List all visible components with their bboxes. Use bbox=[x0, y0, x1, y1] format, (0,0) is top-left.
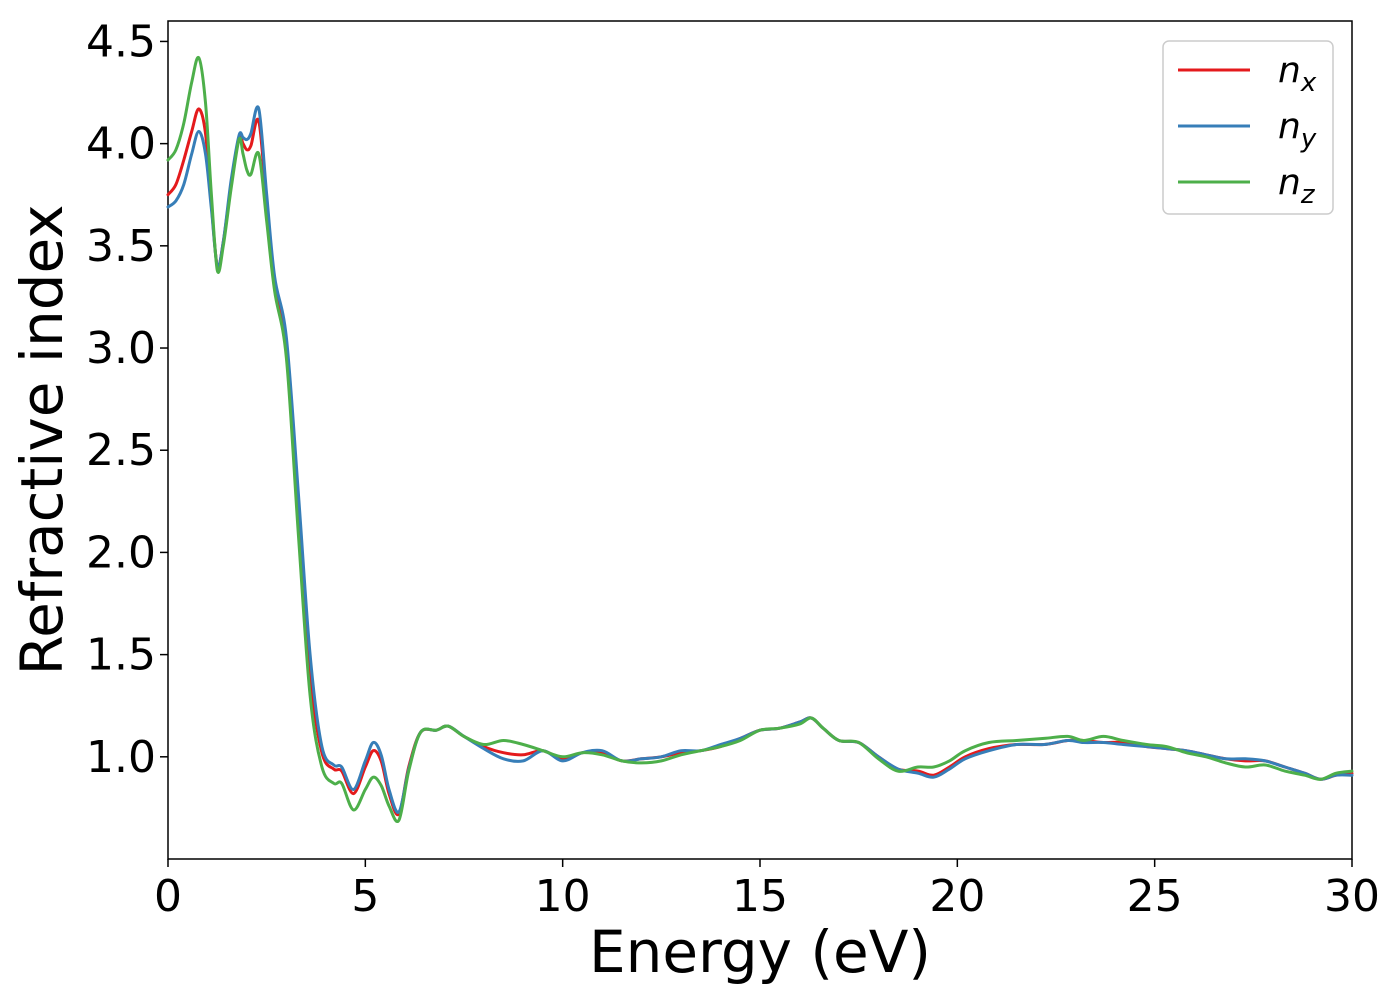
legend-label-base: n bbox=[1278, 50, 1301, 91]
legend-label-subscript: y bbox=[1300, 124, 1317, 154]
legend-label-subscript: x bbox=[1300, 68, 1317, 98]
y-axis-label: Refractive index bbox=[8, 204, 76, 675]
y-tick-label: 2.0 bbox=[86, 527, 156, 578]
legend-label-subscript: z bbox=[1300, 180, 1316, 210]
y-tick-label: 3.5 bbox=[86, 221, 156, 272]
y-tick-label: 4.0 bbox=[86, 119, 156, 170]
x-tick-label: 30 bbox=[1324, 871, 1380, 922]
legend-label-base: n bbox=[1278, 106, 1301, 147]
x-tick-label: 10 bbox=[535, 871, 591, 922]
legend-label-n-y: ny bbox=[1278, 106, 1317, 154]
y-tick-label: 1.5 bbox=[86, 630, 156, 681]
y-tick-label: 2.5 bbox=[86, 425, 156, 476]
y-axis-ticks: 1.0 1.5 2.0 2.5 3.0 3.5 4.0 4.5 bbox=[86, 16, 168, 783]
x-tick-label: 15 bbox=[732, 871, 788, 922]
x-tick-label: 20 bbox=[929, 871, 985, 922]
legend-label-base: n bbox=[1278, 162, 1301, 203]
legend-label-n-z: nz bbox=[1278, 162, 1316, 210]
y-tick-label: 4.5 bbox=[86, 16, 156, 67]
series-line-n-x bbox=[166, 107, 1354, 817]
y-tick-label: 1.0 bbox=[86, 732, 156, 783]
legend-label-n-x: nx bbox=[1278, 50, 1317, 98]
x-tick-label: 25 bbox=[1127, 871, 1183, 922]
series-line-n-z bbox=[166, 55, 1354, 823]
y-tick-label: 3.0 bbox=[86, 323, 156, 374]
x-tick-label: 5 bbox=[351, 871, 379, 922]
x-tick-label: 0 bbox=[154, 871, 182, 922]
x-axis-label: Energy (eV) bbox=[589, 918, 931, 986]
series-layer bbox=[166, 55, 1354, 823]
x-axis-ticks: 0 5 10 15 20 25 30 bbox=[154, 859, 1380, 922]
